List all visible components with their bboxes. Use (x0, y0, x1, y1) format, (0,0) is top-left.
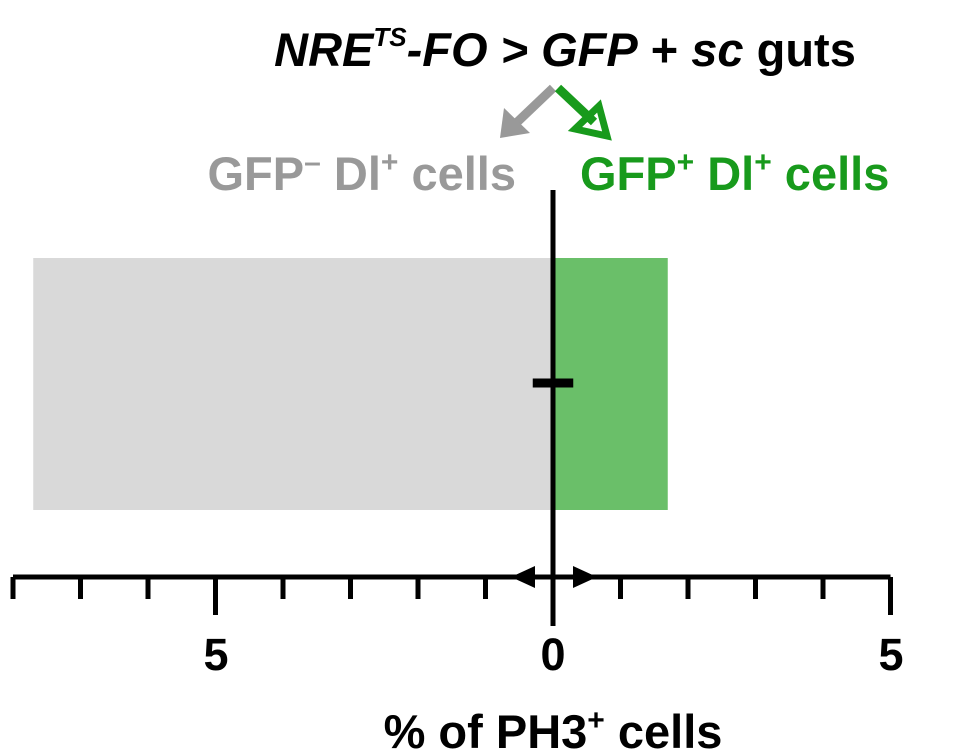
x-axis-label: % of PH3+ cells (384, 704, 723, 752)
right-arrowhead-icon (573, 566, 597, 588)
bar-left (33, 258, 553, 510)
tick-label-left-5: 5 (203, 629, 228, 680)
left-arrowhead-icon (511, 566, 535, 588)
left-group-label: GFP– Dl+ cells (208, 146, 517, 200)
right-group-label: GFP+ Dl+ cells (580, 146, 889, 200)
tick-label-0: 0 (540, 629, 565, 680)
x-ticks (10, 577, 893, 615)
gray-arrow-icon (500, 84, 557, 138)
tick-label-right-5: 5 (878, 629, 903, 680)
chart-title: NRETS-FO > GFP + sc guts (274, 22, 856, 76)
green-arrow-icon (554, 84, 612, 141)
